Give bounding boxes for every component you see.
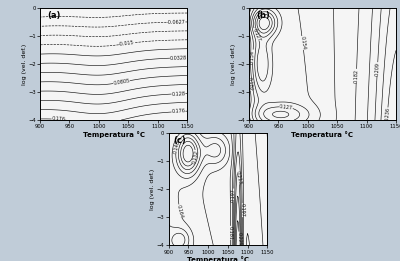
Text: -0.015: -0.015 bbox=[118, 40, 135, 47]
Text: 0.197: 0.197 bbox=[240, 203, 245, 217]
Text: 0.0328: 0.0328 bbox=[170, 55, 187, 61]
Text: (a): (a) bbox=[47, 11, 61, 20]
Text: 0.176: 0.176 bbox=[51, 116, 66, 122]
Text: 0.148: 0.148 bbox=[172, 139, 181, 154]
Text: 0.127: 0.127 bbox=[252, 27, 261, 42]
Text: 0.0805: 0.0805 bbox=[113, 78, 130, 86]
Text: 0.154: 0.154 bbox=[299, 36, 306, 50]
Text: 0.176: 0.176 bbox=[171, 109, 186, 115]
Text: (b): (b) bbox=[256, 11, 270, 20]
Text: 0.236: 0.236 bbox=[384, 107, 390, 122]
Text: 0.181: 0.181 bbox=[228, 226, 233, 240]
Text: 0.182: 0.182 bbox=[246, 76, 253, 91]
X-axis label: Temperatura °C: Temperatura °C bbox=[292, 130, 354, 138]
Text: 0.213: 0.213 bbox=[235, 170, 243, 185]
Y-axis label: log (vel. def.): log (vel. def.) bbox=[230, 43, 236, 85]
Text: 0.197: 0.197 bbox=[231, 188, 236, 203]
Text: (c): (c) bbox=[174, 137, 186, 145]
X-axis label: Temperatura °C: Temperatura °C bbox=[187, 256, 249, 261]
Text: 0.229: 0.229 bbox=[236, 232, 242, 246]
Text: 0.128: 0.128 bbox=[171, 91, 186, 97]
Y-axis label: log (vel. def.): log (vel. def.) bbox=[22, 43, 27, 85]
Text: 0.209: 0.209 bbox=[374, 62, 380, 76]
Text: 0.127: 0.127 bbox=[279, 104, 293, 110]
Text: 0.164: 0.164 bbox=[176, 204, 184, 219]
X-axis label: Temperatura °C: Temperatura °C bbox=[82, 130, 144, 138]
Y-axis label: log (vel. def.): log (vel. def.) bbox=[150, 169, 155, 210]
Text: -0.0627: -0.0627 bbox=[166, 19, 186, 25]
Text: 0.182: 0.182 bbox=[354, 69, 359, 83]
Text: 0.132: 0.132 bbox=[191, 150, 199, 164]
Text: 0.154: 0.154 bbox=[250, 50, 256, 64]
